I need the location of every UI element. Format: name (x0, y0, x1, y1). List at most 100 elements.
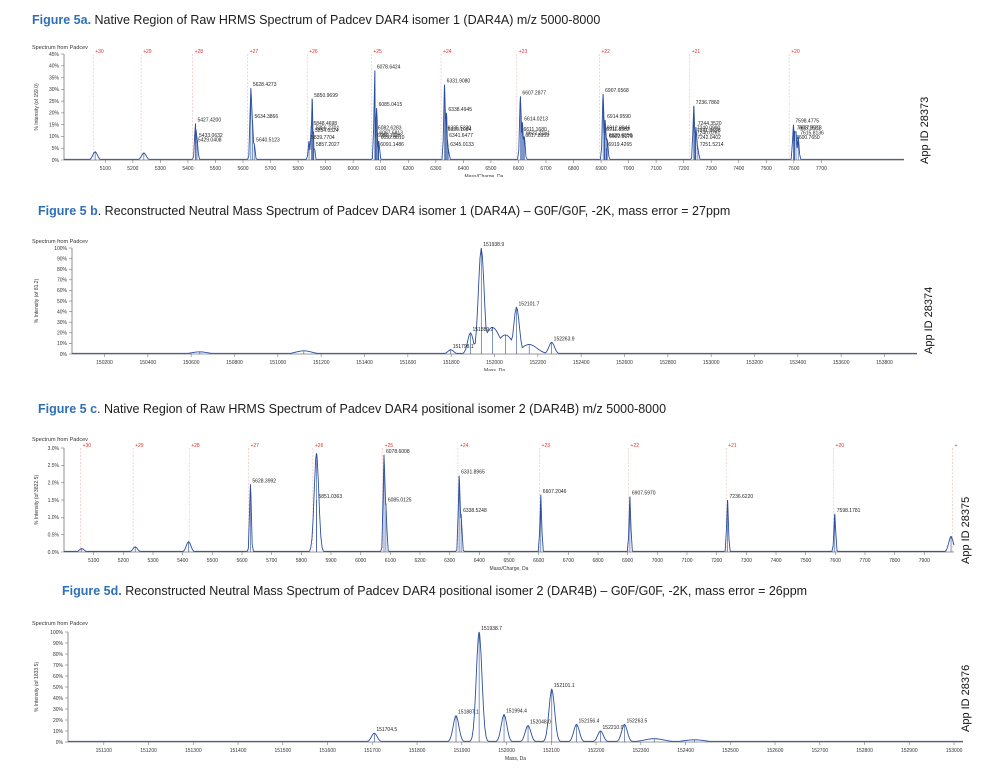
x-tick-label: 152600 (767, 748, 784, 754)
x-tick-label: 6900 (595, 166, 606, 172)
x-tick-label: 6000 (348, 166, 359, 172)
peak-label: 152101.7 (519, 301, 540, 307)
x-tick-label: 5800 (296, 558, 307, 564)
y-tick-label: 35% (49, 75, 60, 81)
x-tick-label: 5200 (127, 166, 138, 172)
x-tick-label: 152700 (811, 748, 828, 754)
y-tick-label: 100% (50, 630, 63, 636)
peak-label: 6611.1680 (524, 127, 547, 133)
peak-label: 151887.1 (458, 710, 479, 716)
peak-label: 7607.8913 (798, 126, 822, 132)
x-tick-label: 152100 (543, 748, 560, 754)
x-tick-label: 7200 (711, 558, 722, 564)
x-tick-label: 7300 (706, 166, 717, 172)
x-tick-label: 7900 (919, 558, 930, 564)
peak-label: 151994.4 (506, 709, 527, 715)
y-axis-label: % Intensity (of 159.0) (34, 83, 40, 131)
x-axis-label: Mass/Charge, Da (465, 174, 504, 177)
y-tick-label: 10% (49, 134, 60, 140)
x-axis-label: Mass, Da (505, 756, 526, 762)
peak-label: 151798.1 (453, 344, 474, 350)
y-tick-label: 40% (53, 696, 64, 702)
x-tick-label: 153200 (746, 360, 763, 366)
charge-state-label: +20 (836, 443, 845, 449)
y-tick-label: 100% (54, 246, 67, 252)
y-tick-label: 50% (53, 685, 64, 691)
y-tick-label: 1.0% (48, 515, 60, 521)
x-tick-label: 151400 (230, 748, 247, 754)
x-tick-label: 5900 (320, 166, 331, 172)
peak-label: 6092.8810 (381, 135, 405, 141)
x-tick-label: 5700 (266, 558, 277, 564)
y-tick-label: 70% (53, 663, 64, 669)
spectrum-trace (68, 631, 963, 742)
x-tick-label: 5700 (265, 166, 276, 172)
y-tick-label: 90% (53, 641, 64, 647)
x-tick-label: 6100 (385, 558, 396, 564)
x-tick-label: 6800 (568, 166, 579, 172)
x-tick-label: 151300 (185, 748, 202, 754)
y-tick-label: 30% (49, 87, 60, 93)
peak-label: 6331.9080 (447, 79, 471, 85)
x-tick-label: 151600 (399, 360, 416, 366)
x-tick-label: 152300 (632, 748, 649, 754)
y-tick-label: 20% (49, 111, 60, 117)
figure-5a-app-id: App ID 28373 (919, 96, 931, 164)
y-tick-label: 80% (53, 652, 64, 658)
x-tick-label: 7100 (651, 166, 662, 172)
x-tick-label: 5900 (325, 558, 336, 564)
x-tick-label: 7600 (788, 166, 799, 172)
x-tick-label: 7500 (761, 166, 772, 172)
x-tick-label: 7200 (678, 166, 689, 172)
x-tick-label: 6700 (540, 166, 551, 172)
charge-state-label: +23 (542, 443, 551, 449)
peak-label: 7241.0698 (697, 128, 721, 134)
peak-label: 6919.4265 (608, 142, 632, 148)
y-tick-label: 25% (49, 99, 60, 105)
peak-label: 6617.8959 (525, 133, 549, 139)
charge-state-label: +21 (728, 443, 737, 449)
y-tick-label: 50% (57, 299, 68, 305)
x-tick-label: 151200 (313, 360, 330, 366)
y-tick-label: 2.5% (48, 463, 60, 469)
peak-label: 7598.1781 (837, 508, 861, 514)
peak-label: 6087.6813 (379, 130, 403, 136)
x-tick-label: 5300 (155, 166, 166, 172)
peak-label: 7240.0990 (697, 126, 721, 132)
y-tick-label: 10% (57, 341, 68, 347)
y-tick-label: 60% (53, 674, 64, 680)
y-tick-label: 0% (60, 352, 68, 358)
y-tick-label: 0% (56, 740, 64, 746)
y-tick-label: 3.0% (48, 446, 60, 452)
x-tick-label: 151700 (364, 748, 381, 754)
x-tick-label: 6500 (485, 166, 496, 172)
y-tick-label: 30% (53, 707, 64, 713)
x-tick-label: 7700 (859, 558, 870, 564)
figure-5c-app-id: App ID 28375 (960, 496, 972, 564)
peak-label: 5634.3866 (254, 114, 278, 120)
peak-label: 7598.4775 (795, 119, 819, 125)
charge-state-label: +25 (373, 49, 382, 55)
peak-label: 6335.5230 (448, 126, 472, 132)
x-tick-label: 7300 (741, 558, 752, 564)
x-tick-label: 151800 (409, 748, 426, 754)
peak-label: 6338.5248 (463, 508, 487, 514)
x-tick-label: 7000 (652, 558, 663, 564)
peak-label: 151938.7 (481, 626, 502, 632)
peak-label: 6922.5179 (609, 134, 633, 140)
figure-5a-title: Figure 5a. Native Region of Raw HRMS Spe… (32, 13, 601, 27)
peak-label: 6085.0125 (388, 497, 412, 503)
x-tick-label: 151000 (269, 360, 286, 366)
x-tick-label: 152800 (856, 748, 873, 754)
peak-label: 6338.4945 (448, 107, 472, 113)
peak-label: 5850.9699 (314, 93, 338, 99)
peak-label: 6621.2151 (526, 130, 550, 136)
y-tick-label: 2.0% (48, 480, 60, 486)
charge-state-label: +29 (135, 443, 144, 449)
x-tick-label: 152900 (901, 748, 918, 754)
x-tick-label: 6200 (414, 558, 425, 564)
charge-state-label: + (955, 443, 958, 449)
charge-state-label: +26 (315, 443, 324, 449)
y-tick-label: 15% (49, 122, 60, 128)
figure-5b-app-id: App ID 28374 (923, 286, 935, 354)
